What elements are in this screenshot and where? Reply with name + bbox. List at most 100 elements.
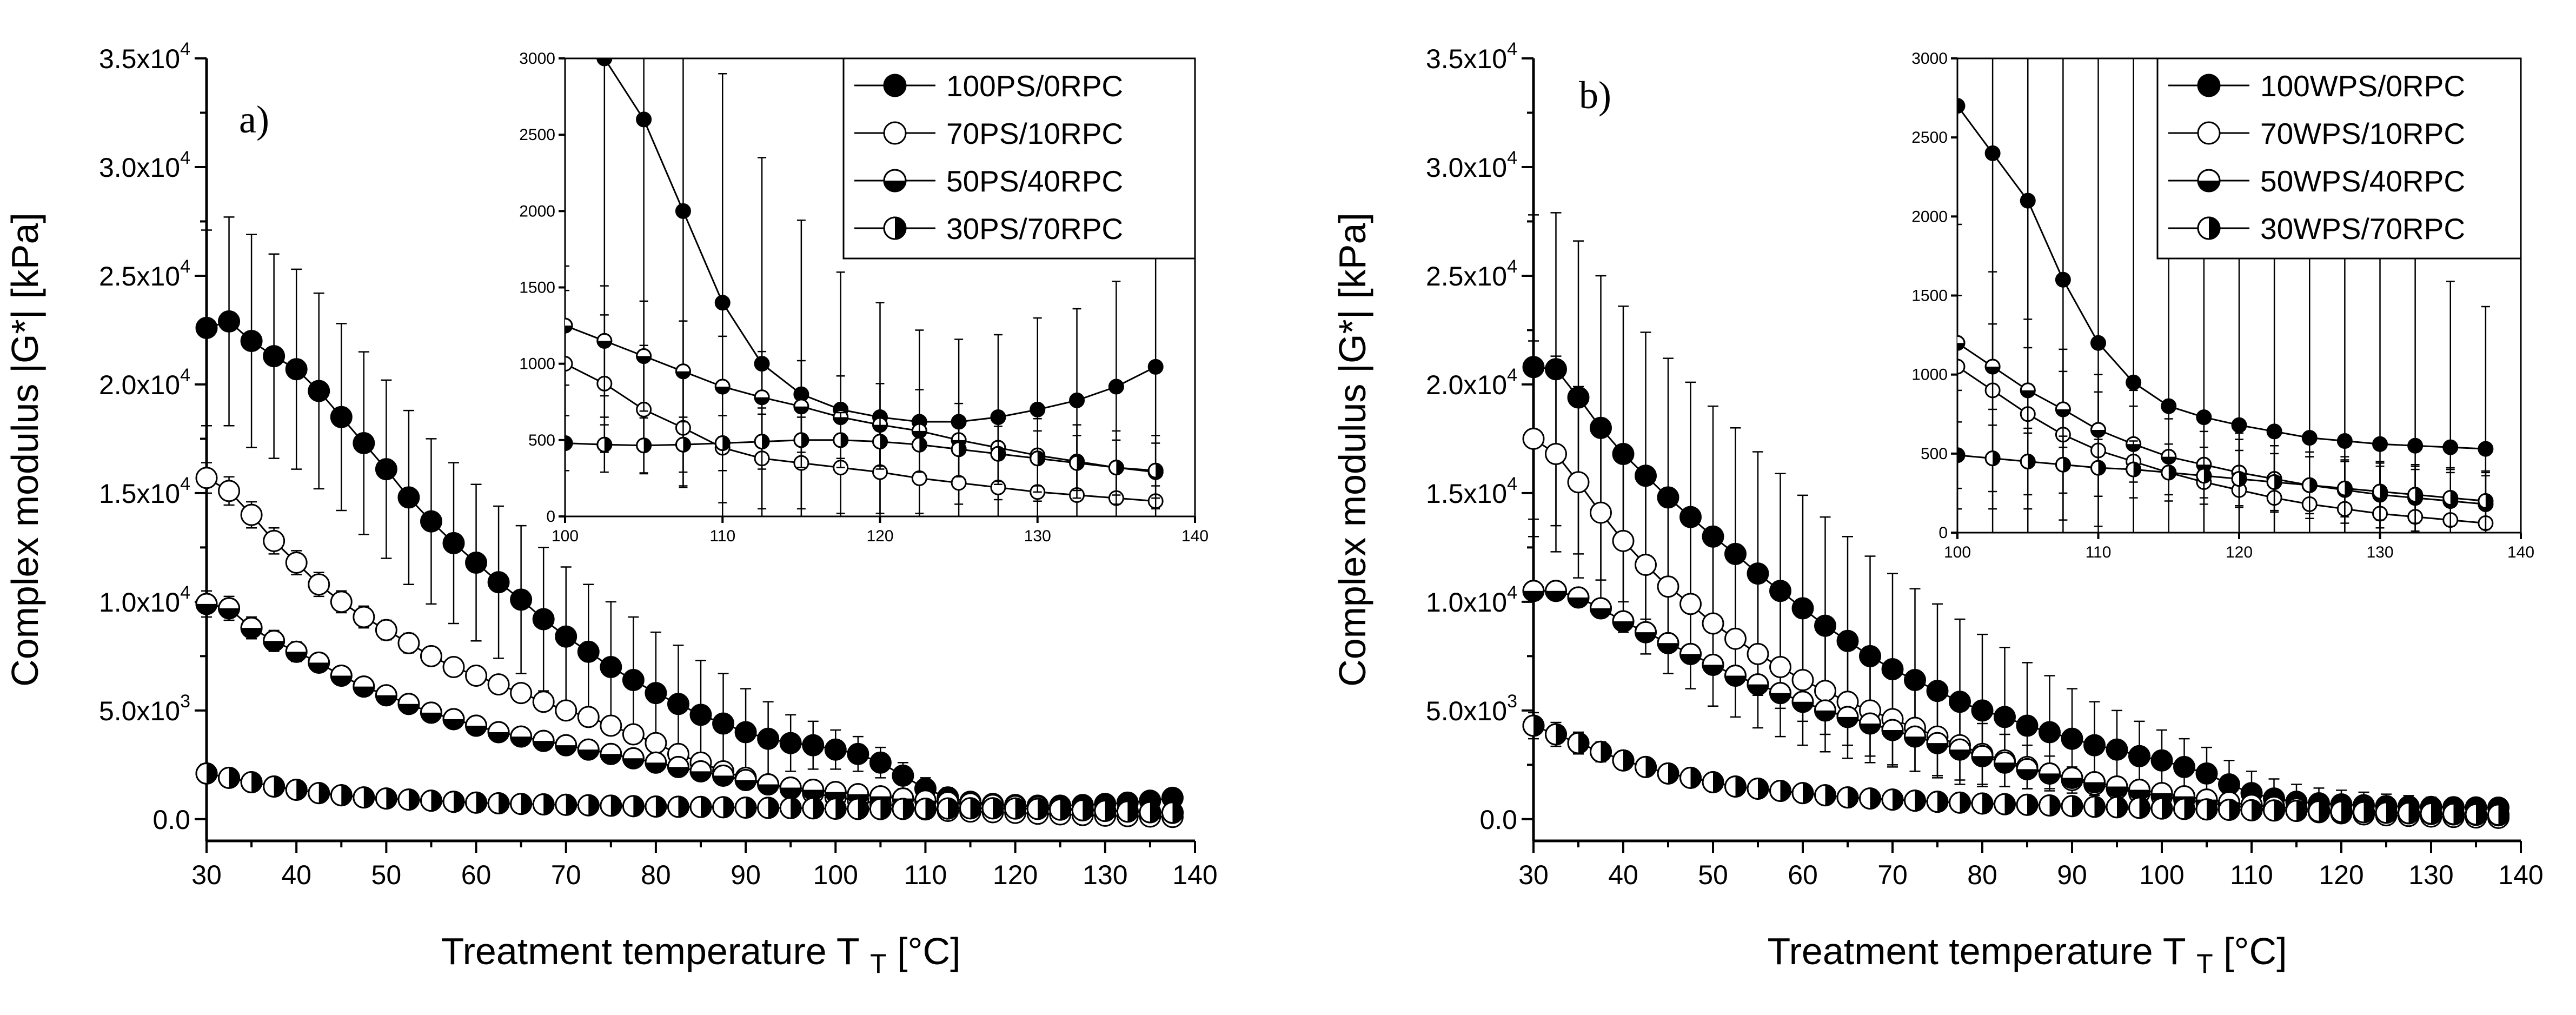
inset-data-point xyxy=(2442,439,2459,455)
data-point xyxy=(1161,801,1184,824)
data-point xyxy=(1545,723,1567,746)
legend-label: 100WPS/0RPC xyxy=(2260,69,2465,103)
data-point xyxy=(2375,801,2398,824)
series-line xyxy=(206,603,1173,814)
y-tick-exponent: 4 xyxy=(1507,365,1517,386)
data-point xyxy=(532,691,555,713)
y-tick-mantissa: 1.0x10 xyxy=(1426,587,1507,618)
data-point xyxy=(2083,795,2106,818)
data-point xyxy=(2128,797,2150,819)
data-point xyxy=(1769,655,1791,678)
x-tick-label: 50 xyxy=(1698,860,1728,890)
data-point xyxy=(577,794,600,817)
inset-data-point xyxy=(2090,460,2106,476)
y-tick-mantissa: 3.5x10 xyxy=(1426,44,1507,74)
inset-data-point xyxy=(1069,392,1085,408)
legend: 100PS/0RPC 70PS/10RPC 50PS/40RPC 30PS/70RPC xyxy=(842,57,1196,260)
data-point xyxy=(2330,800,2353,823)
x-tick-label: 130 xyxy=(1083,860,1127,890)
data-point xyxy=(420,701,442,724)
data-point xyxy=(2083,734,2106,757)
data-point xyxy=(1994,793,2016,815)
y-axis-label: Complex modulus |G*| [kPa] xyxy=(4,213,46,687)
data-point xyxy=(824,798,847,820)
data-point xyxy=(2442,802,2465,825)
data-point xyxy=(689,795,712,818)
data-point xyxy=(577,706,600,728)
data-point xyxy=(2061,795,2083,818)
data-point xyxy=(1791,669,1814,692)
data-point xyxy=(892,764,914,787)
legend-entry: 100WPS/0RPC xyxy=(2168,69,2465,103)
y-tick-mantissa: 0.0 xyxy=(1479,805,1517,835)
y-tick-exponent: 4 xyxy=(180,582,190,603)
data-point xyxy=(892,798,914,820)
data-point xyxy=(465,791,488,814)
inset-data-point xyxy=(793,399,809,415)
data-point xyxy=(353,786,375,809)
data-point xyxy=(420,645,442,667)
inset-error-bar xyxy=(565,415,569,472)
data-point xyxy=(1590,740,1612,763)
data-point xyxy=(330,784,353,807)
data-point xyxy=(555,699,577,722)
data-point xyxy=(577,640,600,663)
data-point xyxy=(218,766,241,789)
inset-y-tick-label: 0 xyxy=(1938,524,1948,542)
x-tick-label: 50 xyxy=(371,860,402,890)
data-point xyxy=(1657,762,1679,785)
data-point xyxy=(779,797,802,819)
data-point xyxy=(1747,642,1769,665)
data-point xyxy=(1522,580,1545,602)
inset-error-bar xyxy=(1957,421,1962,489)
data-point xyxy=(263,529,286,552)
data-point xyxy=(1859,787,1881,810)
x-axis-label-main: Treatment temperature T xyxy=(1767,930,2196,972)
data-point xyxy=(1612,749,1635,772)
inset-y-tick-label: 2500 xyxy=(1911,129,1948,147)
data-point xyxy=(2061,766,2083,789)
x-tick-label: 120 xyxy=(993,860,1038,890)
data-point xyxy=(2128,779,2150,801)
y-tick-label: 3.0x104 xyxy=(1426,148,1517,183)
x-tick-label: 140 xyxy=(1172,860,1217,890)
y-tick-mantissa: 2.0x10 xyxy=(1426,370,1507,400)
x-tick-label: 60 xyxy=(461,860,492,890)
data-point xyxy=(1702,612,1724,635)
data-point xyxy=(734,768,757,791)
y-tick-exponent: 3 xyxy=(180,691,190,712)
data-point xyxy=(1094,800,1117,822)
inset-data-point xyxy=(2090,335,2106,351)
data-point xyxy=(442,655,465,678)
data-point xyxy=(487,673,510,696)
data-point xyxy=(1049,798,1072,821)
data-point xyxy=(824,738,847,761)
data-point xyxy=(532,608,555,631)
data-point xyxy=(510,588,533,611)
inset-data-point xyxy=(2020,382,2036,399)
data-point xyxy=(1747,778,1769,800)
data-point xyxy=(1881,719,1904,741)
data-point xyxy=(353,432,375,454)
data-point xyxy=(1971,699,1994,722)
y-tick-mantissa: 3.5x10 xyxy=(99,44,180,74)
data-point xyxy=(263,775,286,798)
data-point xyxy=(712,764,735,787)
data-point xyxy=(847,798,869,820)
inset-y-tick-label: 2000 xyxy=(1911,208,1948,225)
y-tick-mantissa: 1.0x10 xyxy=(99,587,180,618)
inset-data-point xyxy=(675,436,691,453)
y-tick-mantissa: 0.0 xyxy=(152,805,190,835)
data-point xyxy=(1522,427,1545,450)
data-point xyxy=(487,571,510,594)
inset-data-point xyxy=(990,446,1006,462)
data-point xyxy=(2106,738,2128,761)
data-point xyxy=(1791,782,1814,805)
data-point xyxy=(1612,610,1635,633)
y-tick-exponent: 3 xyxy=(1507,691,1517,712)
inset-y-tick-label: 3000 xyxy=(519,50,555,68)
inset-data-point xyxy=(596,333,613,349)
data-point xyxy=(1590,597,1612,620)
y-tick-label: 2.0x104 xyxy=(99,365,190,400)
data-point xyxy=(375,684,397,707)
